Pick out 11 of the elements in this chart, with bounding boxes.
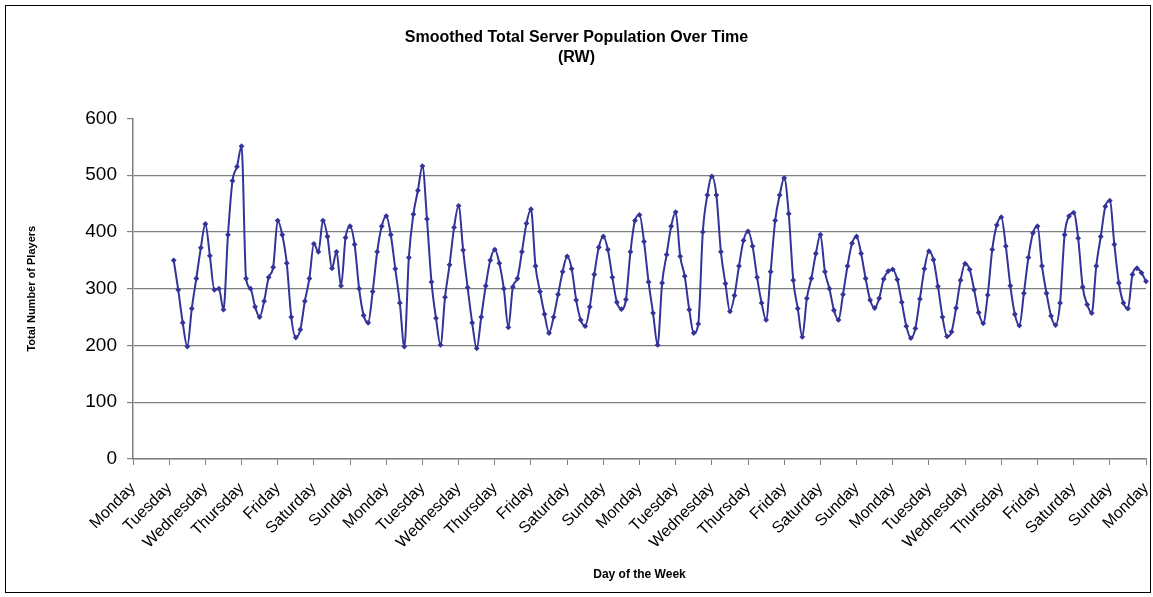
y-tick-label: 600: [85, 106, 117, 128]
chart-title: Smoothed Total Server Population Over Time: [404, 28, 749, 46]
y-tick-label: 200: [85, 333, 117, 355]
y-tick-label: 300: [85, 276, 117, 298]
y-axis-title: Total Number of Players: [24, 225, 37, 352]
y-tick-label: 100: [85, 390, 117, 412]
y-tick-label: 0: [106, 447, 117, 469]
chart-subtitle: (RW): [557, 48, 596, 66]
x-axis-title: Day of the Week: [593, 567, 687, 582]
y-tick-label: 400: [85, 220, 117, 242]
y-tick-label: 500: [85, 163, 117, 185]
